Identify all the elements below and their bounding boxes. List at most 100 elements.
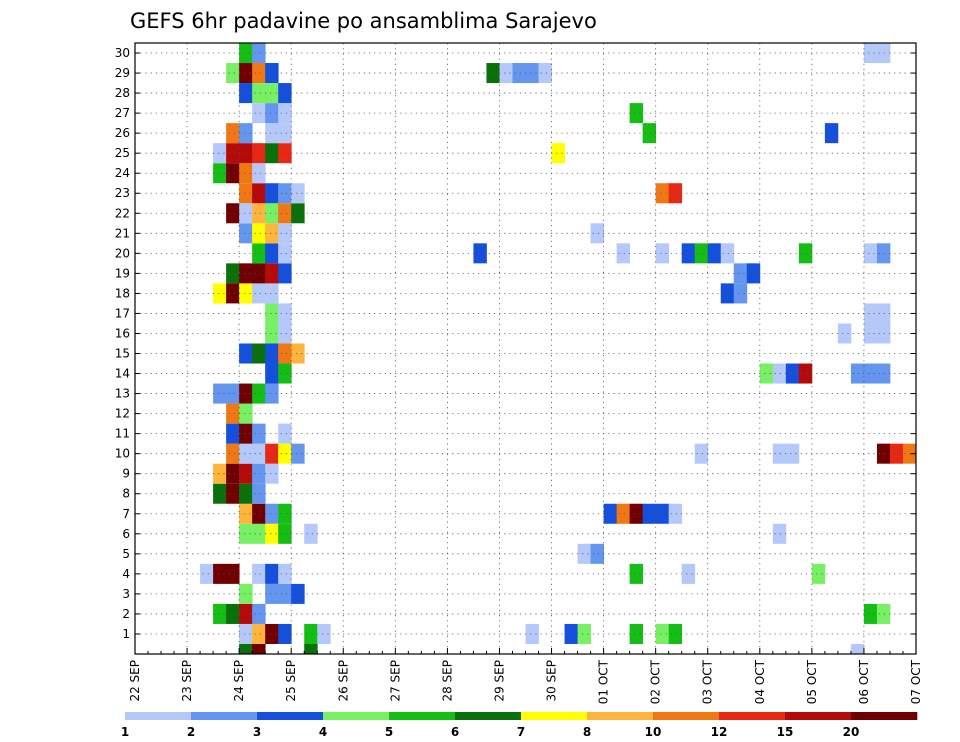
heatmap-cell-m21-s11 bbox=[278, 223, 292, 244]
heatmap-cell-m11-s11 bbox=[278, 423, 292, 444]
heatmap-cell-m29-s30 bbox=[525, 63, 539, 84]
heatmap-cell-m15-s12 bbox=[291, 343, 305, 364]
heatmap-cell-m3-s12 bbox=[291, 583, 305, 604]
heatmap-cell-m7-s36 bbox=[603, 503, 618, 524]
heatmap-cell-m21-s9 bbox=[252, 223, 266, 244]
heatmap-cell-m26-s8 bbox=[239, 123, 253, 144]
heatmap-cell-m1-s10 bbox=[265, 623, 279, 644]
y-tick-label-20: 20 bbox=[115, 246, 130, 260]
x-tick-label-10: 02 OCT bbox=[649, 659, 663, 704]
heatmap-cell-m26-s11 bbox=[278, 123, 292, 144]
heatmap-cell-m9-s8 bbox=[239, 463, 253, 484]
heatmap-cell-m14-s56 bbox=[863, 363, 878, 384]
heatmap-cell-m19-s10 bbox=[265, 263, 279, 284]
heatmap-cell-m16-s56 bbox=[863, 323, 878, 344]
heatmap-cell-m8-s7 bbox=[226, 483, 240, 504]
y-tick-label-24: 24 bbox=[115, 166, 130, 180]
heatmap-cell-m25-s9 bbox=[252, 143, 266, 164]
heatmap-cell-m1-s40 bbox=[655, 623, 670, 644]
colorbar-label-7: 7 bbox=[517, 725, 525, 739]
heatmap-cell-m10-s12 bbox=[291, 443, 305, 464]
colorbar-label-20: 20 bbox=[843, 725, 860, 739]
x-tick-label-9: 01 OCT bbox=[597, 659, 611, 704]
y-tick-label-25: 25 bbox=[115, 146, 130, 160]
heatmap-cell-m6-s8 bbox=[239, 523, 253, 544]
colorbar-swatch-3 bbox=[257, 712, 324, 720]
heatmap-cell-m14-s50 bbox=[785, 363, 800, 384]
heatmap-cell-m29-s31 bbox=[538, 63, 552, 84]
y-tick-label-27: 27 bbox=[115, 106, 130, 120]
x-tick-label-5: 27 SEP bbox=[388, 660, 402, 702]
heatmap-cell-m30-s57 bbox=[876, 43, 891, 64]
heatmap-cell-m18-s6 bbox=[213, 283, 227, 304]
heatmap-cell-m4-s6 bbox=[213, 563, 227, 584]
y-axis-ticks: 1234567891011121314151617181920212223242… bbox=[115, 46, 916, 641]
heatmap-cell-m20-s42 bbox=[681, 243, 696, 264]
heatmap-cells bbox=[200, 43, 917, 654]
heatmap-cell-m2-s8 bbox=[239, 603, 253, 624]
heatmap-cell-m22-s12 bbox=[291, 203, 305, 224]
heatmap-cell-m10-s9 bbox=[252, 443, 266, 464]
heatmap-cell-m25-s7 bbox=[226, 143, 240, 164]
heatmap-cell-m24-s6 bbox=[213, 163, 227, 184]
heatmap-cell-m12-s7 bbox=[226, 403, 240, 424]
heatmap-cell-m24-s9 bbox=[252, 163, 266, 184]
grid-lines bbox=[135, 43, 916, 654]
heatmap-cell-m8-s6 bbox=[213, 483, 227, 504]
heatmap-cell-m4-s42 bbox=[681, 563, 696, 584]
heatmap-cell-m16-s54 bbox=[837, 323, 852, 344]
x-tick-label-8: 30 SEP bbox=[545, 660, 559, 702]
heatmap-cell-m28-s11 bbox=[278, 83, 292, 104]
x-tick-label-11: 03 OCT bbox=[701, 659, 715, 704]
y-tick-label-7: 7 bbox=[122, 507, 130, 521]
y-tick-label-30: 30 bbox=[115, 46, 130, 60]
heatmap-cell-m0-s13 bbox=[304, 643, 318, 654]
colorbar-label-12: 12 bbox=[711, 725, 728, 739]
heatmap-cell-m4-s10 bbox=[265, 563, 279, 584]
heatmap-cell-m25-s11 bbox=[278, 143, 292, 164]
heatmap-cell-m23-s10 bbox=[265, 183, 279, 204]
heatmap-cell-m3-s8 bbox=[239, 583, 253, 604]
heatmap-cell-m7-s9 bbox=[252, 503, 266, 524]
heatmap-cell-m1-s33 bbox=[564, 623, 578, 644]
heatmap-cell-m9-s9 bbox=[252, 463, 266, 484]
colorbar-label-8: 8 bbox=[583, 725, 591, 739]
colorbar-label-4: 4 bbox=[319, 725, 327, 739]
y-tick-label-29: 29 bbox=[115, 66, 130, 80]
heatmap-cell-m19-s11 bbox=[278, 263, 292, 284]
heatmap-cell-m15-s10 bbox=[265, 343, 279, 364]
heatmap-cell-m24-s8 bbox=[239, 163, 253, 184]
y-tick-label-23: 23 bbox=[115, 186, 130, 200]
heatmap-cell-m25-s32 bbox=[551, 143, 565, 164]
heatmap-cell-m13-s8 bbox=[239, 383, 253, 404]
heatmap-cell-m15-s11 bbox=[278, 343, 292, 364]
heatmap-cell-m20-s10 bbox=[265, 243, 279, 264]
x-tick-label-3: 25 SEP bbox=[284, 660, 298, 702]
heatmap-cell-m11-s9 bbox=[252, 423, 266, 444]
heatmap-cell-m18-s7 bbox=[226, 283, 240, 304]
heatmap-cell-m10-s57 bbox=[876, 443, 891, 464]
heatmap-cell-m3-s11 bbox=[278, 583, 292, 604]
y-tick-label-5: 5 bbox=[122, 547, 130, 561]
heatmap-cell-m7-s40 bbox=[655, 503, 670, 524]
heatmap-cell-m23-s9 bbox=[252, 183, 266, 204]
heatmap-cell-m13-s9 bbox=[252, 383, 266, 404]
heatmap-cell-m4-s52 bbox=[811, 563, 826, 584]
heatmap-cell-m2-s56 bbox=[863, 603, 878, 624]
heatmap-cell-m10-s8 bbox=[239, 443, 253, 464]
heatmap-cell-m23-s8 bbox=[239, 183, 253, 204]
y-tick-label-4: 4 bbox=[122, 567, 130, 581]
heatmap-cell-m20-s57 bbox=[876, 243, 891, 264]
heatmap-cell-m6-s11 bbox=[278, 523, 292, 544]
colorbar-label-1: 1 bbox=[121, 725, 129, 739]
y-tick-label-15: 15 bbox=[115, 347, 130, 361]
heatmap-cell-m19-s46 bbox=[733, 263, 748, 284]
heatmap-cell-m17-s11 bbox=[278, 303, 292, 324]
heatmap-cell-m25-s8 bbox=[239, 143, 253, 164]
heatmap-cell-m23-s11 bbox=[278, 183, 292, 204]
heatmap-cell-m14-s10 bbox=[265, 363, 279, 384]
heatmap-cell-m15-s9 bbox=[252, 343, 266, 364]
heatmap-cell-m0-s55 bbox=[850, 643, 865, 654]
y-tick-label-1: 1 bbox=[122, 627, 130, 641]
